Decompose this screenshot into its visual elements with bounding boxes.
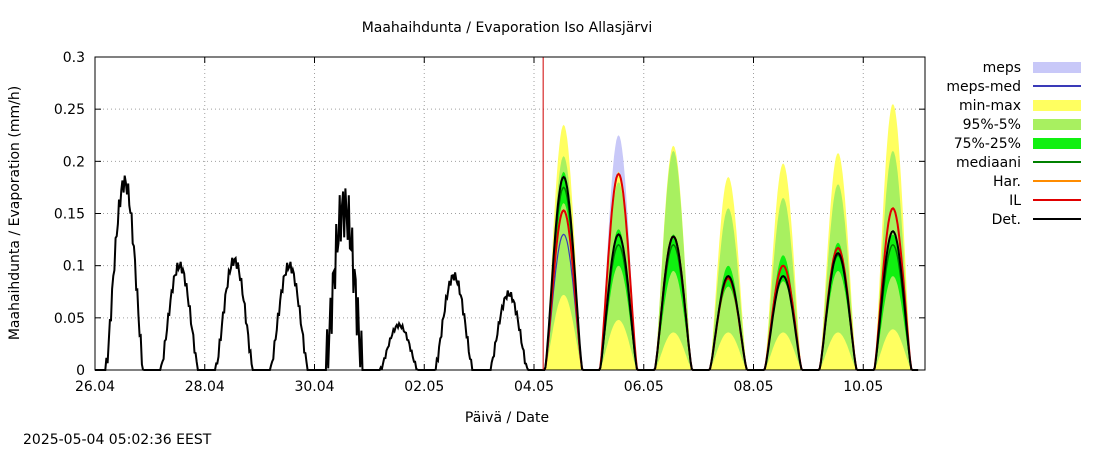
legend-swatch-band bbox=[1033, 100, 1081, 111]
x-tick-label: 08.05 bbox=[733, 379, 773, 395]
band-75-25 bbox=[643, 234, 699, 370]
x-tick-label: 04.05 bbox=[514, 379, 554, 395]
legend-label: 95%-5% bbox=[963, 117, 1021, 133]
legend-label: 75%-25% bbox=[954, 136, 1021, 152]
y-axis-label: Maahaihdunta / Evaporation (mm/h) bbox=[7, 86, 23, 340]
band-95-5 bbox=[534, 156, 589, 370]
band-75-25 bbox=[588, 229, 644, 370]
plot-area bbox=[94, 56, 926, 371]
y-tick-label: 0 bbox=[76, 363, 85, 379]
band-75-25 bbox=[698, 265, 754, 370]
x-axis-label: Päivä / Date bbox=[465, 410, 549, 426]
y-tick-label: 0.3 bbox=[63, 50, 85, 66]
chart-title: Maahaihdunta / Evaporation Iso Allasjärv… bbox=[362, 20, 653, 36]
y-tick-label: 0.25 bbox=[54, 102, 85, 118]
legend-label: mediaani bbox=[956, 155, 1021, 171]
legend-label: meps bbox=[983, 60, 1021, 76]
legend-label: Det. bbox=[992, 212, 1021, 228]
y-tick-label: 0.1 bbox=[63, 259, 85, 275]
x-tick-label: 28.04 bbox=[185, 379, 225, 395]
legend-swatch-band bbox=[1033, 62, 1081, 73]
y-axis: 0 0.05 0.1 0.15 0.2 0.25 0.3 bbox=[54, 50, 925, 379]
legend-label: min-max bbox=[959, 98, 1021, 114]
x-tick-label: 26.04 bbox=[75, 379, 115, 395]
x-tick-label: 30.04 bbox=[294, 379, 334, 395]
y-tick-label: 0.15 bbox=[54, 207, 85, 223]
legend-swatch-band bbox=[1033, 138, 1081, 149]
x-tick-label: 06.05 bbox=[624, 379, 664, 395]
legend: meps meps-med min-max 95%-5% 75%-25% mediaani… bbox=[946, 60, 1081, 228]
timestamp: 2025-05-04 05:02:36 EEST bbox=[23, 432, 212, 448]
band-95-5 bbox=[588, 182, 644, 370]
legend-label: meps-med bbox=[946, 79, 1021, 95]
legend-label: IL bbox=[1009, 193, 1021, 209]
x-tick-label: 02.05 bbox=[404, 379, 444, 395]
band-75-25 bbox=[863, 234, 919, 370]
y-tick-label: 0.2 bbox=[63, 154, 85, 170]
series-observed-line bbox=[95, 175, 544, 371]
y-tick-label: 0.05 bbox=[54, 311, 85, 327]
x-axis: 26.04 28.04 30.04 02.05 04.05 06.05 08.05 10.05 bbox=[75, 57, 883, 395]
x-tick-label: 10.05 bbox=[843, 379, 883, 395]
legend-swatch-band bbox=[1033, 119, 1081, 130]
band-75-25 bbox=[808, 242, 864, 370]
legend-label: Har. bbox=[993, 174, 1021, 190]
